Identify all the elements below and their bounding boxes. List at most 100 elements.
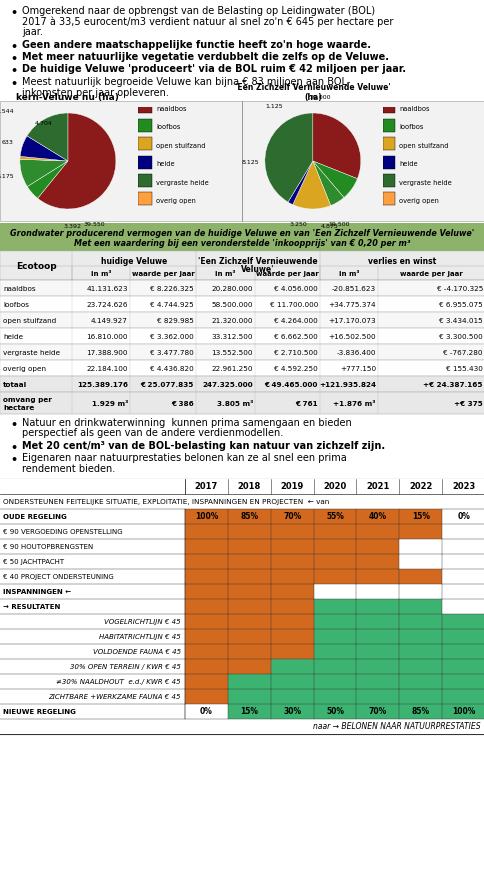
Text: open stuifzand: open stuifzand bbox=[3, 318, 56, 323]
Bar bbox=[227, 629, 270, 644]
Bar bbox=[227, 554, 270, 569]
Text: •: • bbox=[10, 79, 17, 89]
Text: loofbos: loofbos bbox=[156, 124, 180, 130]
Text: Ecotoop: Ecotoop bbox=[15, 262, 56, 270]
Text: VOGELRICHTLIJN € 45: VOGELRICHTLIJN € 45 bbox=[104, 618, 181, 624]
Bar bbox=[313, 614, 356, 629]
Text: ZICHTBARE +WERKZAME FAUNA € 45: ZICHTBARE +WERKZAME FAUNA € 45 bbox=[48, 693, 181, 700]
Text: € 3.362.000: € 3.362.000 bbox=[150, 334, 194, 340]
Text: inkomsten per jaar opleveren.: inkomsten per jaar opleveren. bbox=[22, 88, 168, 97]
Text: € 3.477.780: € 3.477.780 bbox=[150, 349, 194, 355]
Text: De huidige Veluwe 'produceert' via de BOL ruim € 42 miljoen per jaar.: De huidige Veluwe 'produceert' via de BO… bbox=[22, 64, 405, 75]
Bar bbox=[0, 524, 484, 539]
Bar bbox=[313, 524, 356, 539]
Text: € 90 HOUTOPBRENGSTEN: € 90 HOUTOPBRENGSTEN bbox=[3, 543, 93, 549]
Bar bbox=[313, 629, 356, 644]
Text: jaar.: jaar. bbox=[22, 27, 43, 37]
Text: waarde per jaar: waarde per jaar bbox=[399, 270, 462, 276]
Text: 70%: 70% bbox=[368, 706, 386, 716]
Bar bbox=[138, 193, 151, 206]
Text: € 829.985: € 829.985 bbox=[157, 318, 194, 323]
Text: naaldbos: naaldbos bbox=[3, 286, 35, 292]
Bar bbox=[382, 102, 394, 115]
Bar bbox=[270, 629, 313, 644]
Text: +€ 24.387.165: +€ 24.387.165 bbox=[423, 381, 482, 388]
Bar bbox=[441, 644, 484, 659]
Text: € -4.170.325: € -4.170.325 bbox=[436, 286, 482, 292]
Text: Eigenaren naar natuurprestaties belonen kan ze al snel een prima: Eigenaren naar natuurprestaties belonen … bbox=[22, 453, 346, 463]
Bar bbox=[138, 102, 151, 115]
Bar bbox=[270, 554, 313, 569]
Bar bbox=[441, 629, 484, 644]
Wedge shape bbox=[20, 157, 68, 162]
Wedge shape bbox=[312, 162, 357, 198]
Bar bbox=[270, 599, 313, 614]
Text: € -767.280: € -767.280 bbox=[442, 349, 482, 355]
Text: € 50 JACHTPACHT: € 50 JACHTPACHT bbox=[3, 559, 64, 564]
Text: 3.392: 3.392 bbox=[63, 224, 81, 229]
Bar bbox=[184, 689, 227, 704]
Text: € 3.300.500: € 3.300.500 bbox=[439, 334, 482, 340]
Bar bbox=[0, 296, 484, 313]
Text: •: • bbox=[10, 42, 17, 51]
Bar bbox=[0, 554, 484, 569]
Bar bbox=[227, 509, 270, 524]
Bar bbox=[441, 704, 484, 719]
Bar bbox=[398, 569, 441, 584]
Wedge shape bbox=[27, 114, 68, 162]
Text: +€ 375: +€ 375 bbox=[454, 401, 482, 407]
Bar bbox=[356, 614, 398, 629]
Text: open stuifzand: open stuifzand bbox=[156, 143, 205, 149]
Bar bbox=[0, 659, 484, 673]
Text: 1.929 m³: 1.929 m³ bbox=[91, 401, 128, 407]
Text: € 4.436.820: € 4.436.820 bbox=[150, 366, 194, 372]
Bar bbox=[227, 569, 270, 584]
Text: -20.851.623: -20.851.623 bbox=[331, 286, 375, 292]
Text: € 6.955.075: € 6.955.075 bbox=[439, 302, 482, 308]
Bar bbox=[138, 175, 151, 188]
Bar bbox=[0, 313, 484, 328]
Bar bbox=[382, 120, 394, 133]
Bar bbox=[0, 629, 484, 644]
Text: 4.149.927: 4.149.927 bbox=[91, 318, 128, 323]
Bar bbox=[382, 138, 394, 151]
Text: 6.175: 6.175 bbox=[0, 174, 15, 179]
Text: 3.250: 3.250 bbox=[289, 222, 307, 227]
Text: open stuifzand: open stuifzand bbox=[398, 143, 448, 149]
Bar bbox=[270, 524, 313, 539]
Text: INSPANNINGEN ←: INSPANNINGEN ← bbox=[3, 588, 71, 594]
Text: NIEUWE REGELING: NIEUWE REGELING bbox=[3, 708, 76, 714]
Text: overig open: overig open bbox=[156, 197, 196, 203]
Bar bbox=[313, 644, 356, 659]
Bar bbox=[0, 673, 484, 689]
Bar bbox=[0, 509, 484, 524]
Bar bbox=[227, 584, 270, 599]
Text: ≠30% NAALDHOUT  e.d./ KWR € 45: ≠30% NAALDHOUT e.d./ KWR € 45 bbox=[56, 678, 181, 684]
Text: +16.502.500: +16.502.500 bbox=[328, 334, 375, 340]
Bar bbox=[184, 629, 227, 644]
Bar bbox=[382, 175, 394, 188]
Text: huidige Veluwe: huidige Veluwe bbox=[101, 256, 167, 266]
Text: heide: heide bbox=[156, 161, 174, 167]
Bar bbox=[0, 569, 484, 584]
Text: € 3.434.015: € 3.434.015 bbox=[439, 318, 482, 323]
Text: 30%: 30% bbox=[283, 706, 301, 716]
Text: 2022: 2022 bbox=[408, 482, 432, 491]
Text: vergraste heide: vergraste heide bbox=[398, 179, 451, 185]
Text: waarde per jaar: waarde per jaar bbox=[256, 270, 318, 276]
Text: 3.805 m³: 3.805 m³ bbox=[216, 401, 253, 407]
Bar bbox=[356, 554, 398, 569]
Text: omvang per: omvang per bbox=[3, 396, 52, 402]
Bar bbox=[0, 599, 484, 614]
Bar bbox=[356, 599, 398, 614]
Bar bbox=[441, 689, 484, 704]
Text: Natuur en drinkwaterwinning  kunnen prima samengaan en bieden: Natuur en drinkwaterwinning kunnen prima… bbox=[22, 417, 351, 428]
Bar bbox=[227, 644, 270, 659]
Bar bbox=[270, 659, 313, 673]
Bar bbox=[0, 719, 484, 733]
Text: € 2.710.500: € 2.710.500 bbox=[273, 349, 318, 355]
Text: 55%: 55% bbox=[325, 512, 343, 521]
Text: •: • bbox=[10, 420, 17, 429]
Text: vergraste heide: vergraste heide bbox=[3, 349, 60, 355]
Text: OUDE REGELING: OUDE REGELING bbox=[3, 514, 67, 520]
